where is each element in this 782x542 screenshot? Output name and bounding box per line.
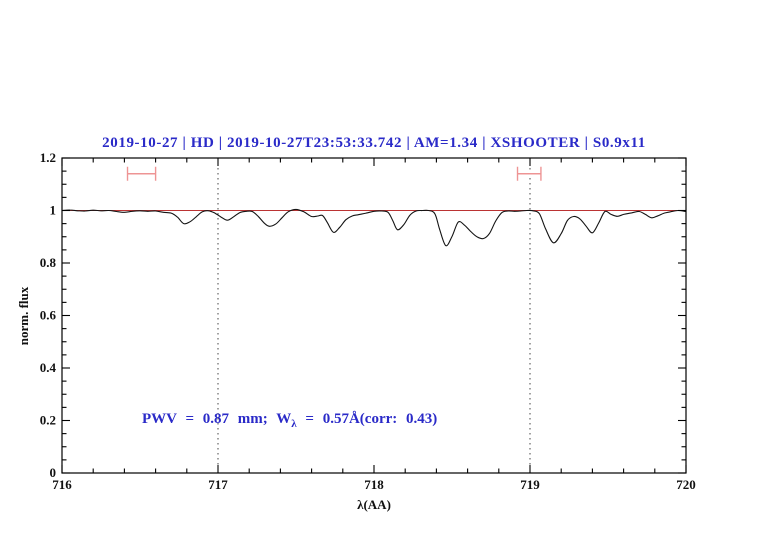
y-tick-label: 0: [50, 465, 57, 480]
plot-title: 2019-10-27 | HD | 2019-10-27T23:53:33.74…: [102, 135, 646, 151]
y-tick-label: 0.2: [40, 413, 56, 428]
x-tick-label: 718: [364, 477, 384, 492]
pwv-annotation-pre: PWV = 0.87 mm; W: [142, 411, 292, 427]
y-tick-label: 1.2: [40, 150, 56, 165]
x-tick-label: 719: [520, 477, 540, 492]
pwv-annotation-lambda-subscript: λ: [291, 418, 297, 430]
x-axis-label: λ(AA): [357, 497, 391, 512]
spectrum-line: [61, 208, 687, 247]
x-tick-label: 720: [676, 477, 696, 492]
pwv-annotation-post: = 0.57Å(corr: 0.43): [296, 411, 438, 427]
y-tick-label: 1: [50, 203, 57, 218]
y-axis-label: norm. flux: [16, 286, 31, 346]
y-tick-label: 0.8: [40, 255, 57, 270]
y-tick-label: 0.4: [40, 360, 57, 375]
x-tick-label: 716: [52, 477, 72, 492]
y-tick-label: 0.6: [40, 308, 57, 323]
pwv-annotation: PWV = 0.87 mm; Wλ = 0.57Å(corr: 0.43): [142, 411, 438, 430]
x-tick-label: 717: [208, 477, 228, 492]
